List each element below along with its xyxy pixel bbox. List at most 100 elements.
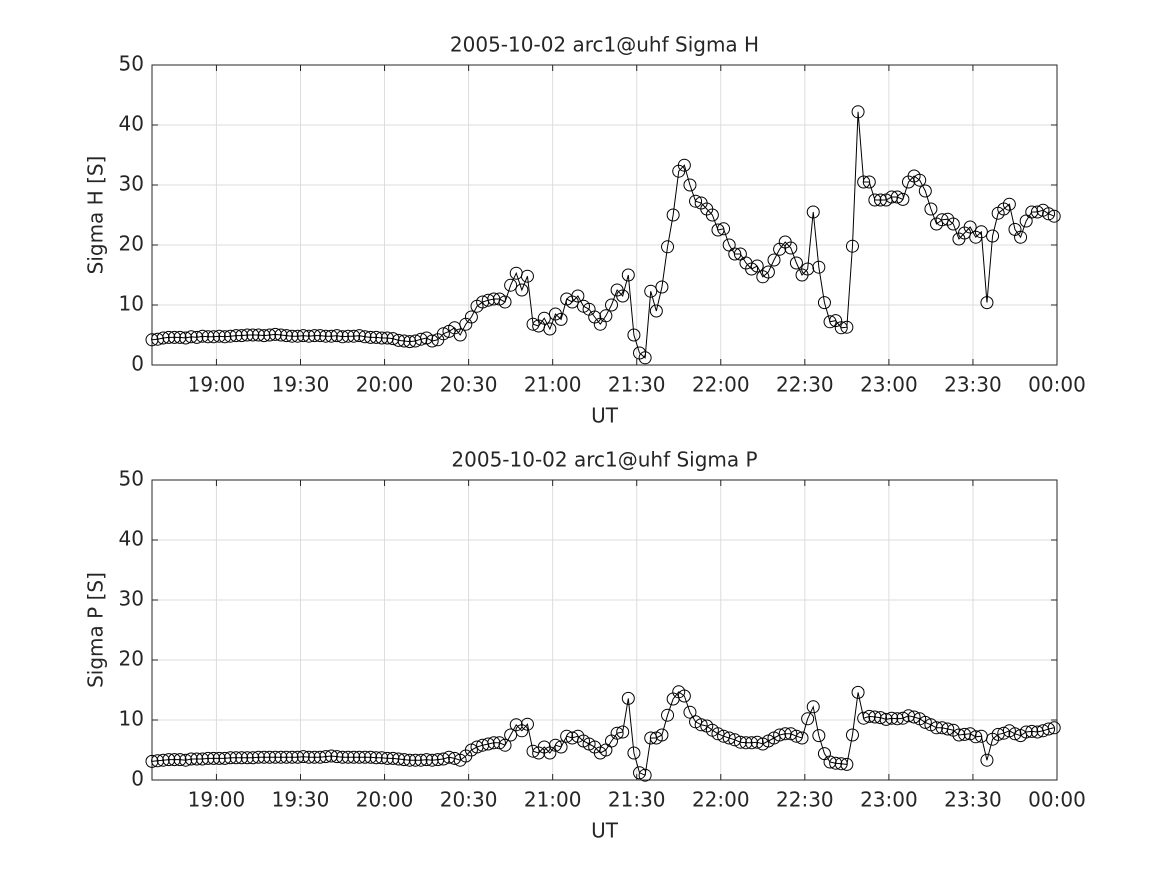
data-marker [341,750,355,764]
data-marker [162,753,176,767]
data-marker [464,310,478,324]
data-marker [319,750,333,764]
data-marker [1002,197,1016,211]
data-marker [1008,727,1022,741]
data-marker [324,749,338,763]
data-marker [918,184,932,198]
data-marker [829,756,843,770]
data-marker [492,736,506,750]
x-tick-label: 22:00 [692,373,750,397]
data-marker [336,750,350,764]
y-tick-label: 10 [119,707,144,731]
data-marker [380,751,394,765]
data-marker [616,725,630,739]
data-marker [212,329,226,343]
data-marker [896,711,910,725]
data-marker [845,239,859,253]
data-marker [571,289,585,303]
data-marker [1014,230,1028,244]
data-marker [868,193,882,207]
data-marker [167,753,181,767]
data-marker [750,259,764,273]
data-marker [1030,205,1044,219]
data-marker [705,208,719,222]
data-marker [1019,725,1033,739]
data-marker [246,751,260,765]
data-marker [263,328,277,342]
y-tick-label: 0 [131,767,144,791]
data-marker [330,750,344,764]
data-marker [789,729,803,743]
data-marker [330,329,344,343]
x-tick-label: 21:30 [608,373,666,397]
data-marker [997,726,1011,740]
data-marker [498,738,512,752]
data-marker [207,330,221,344]
data-marker [845,728,859,742]
data-marker [358,330,372,344]
data-marker [677,158,691,172]
x-tick-label: 19:00 [188,373,246,397]
data-marker [661,240,675,254]
data-marker [179,331,193,345]
data-marker [218,330,232,344]
x-tick-label: 23:00 [860,788,918,812]
data-marker [358,750,372,764]
data-marker [784,241,798,255]
data-marker [974,225,988,239]
x-axis-label: UT [591,404,619,428]
data-marker [375,751,389,765]
data-marker [851,685,865,699]
y-tick-label: 20 [119,647,144,671]
data-marker [364,330,378,344]
x-tick-label: 23:30 [944,788,1002,812]
data-marker [745,736,759,750]
data-marker [857,711,871,725]
data-marker [941,722,955,736]
data-marker [352,750,366,764]
x-tick-label: 20:00 [356,788,414,812]
data-marker [784,727,798,741]
data-marker [498,295,512,309]
data-marker [873,711,887,725]
data-marker [285,750,299,764]
data-marker [302,750,316,764]
data-marker [453,328,467,342]
x-tick-label: 20:30 [440,788,498,812]
data-marker [605,298,619,312]
data-marker [313,329,327,343]
x-tick-label: 19:30 [272,788,330,812]
data-marker [560,729,574,743]
data-marker [526,744,540,758]
data-marker [201,330,215,344]
data-marker [621,268,635,282]
data-marker [145,754,159,768]
data-marker [386,751,400,765]
data-marker [240,751,254,765]
data-marker [392,752,406,766]
data-marker [885,711,899,725]
data-marker [223,329,237,343]
data-marker [862,709,876,723]
y-tick-label: 10 [119,292,144,316]
y-tick-label: 40 [119,527,144,551]
data-marker [1042,722,1056,736]
data-marker [397,334,411,348]
data-line [151,111,1055,359]
data-marker [352,329,366,343]
data-marker [240,328,254,342]
data-marker [201,751,215,765]
x-tick-label: 19:00 [188,788,246,812]
data-marker [638,351,652,365]
data-marker [655,280,669,294]
x-tick-label: 22:30 [776,788,834,812]
data-marker [924,202,938,216]
data-marker [862,175,876,189]
data-marker [302,329,316,343]
data-marker [857,175,871,189]
data-marker [761,265,775,279]
data-marker [195,329,209,343]
data-marker [621,691,635,705]
y-tick-label: 30 [119,172,144,196]
